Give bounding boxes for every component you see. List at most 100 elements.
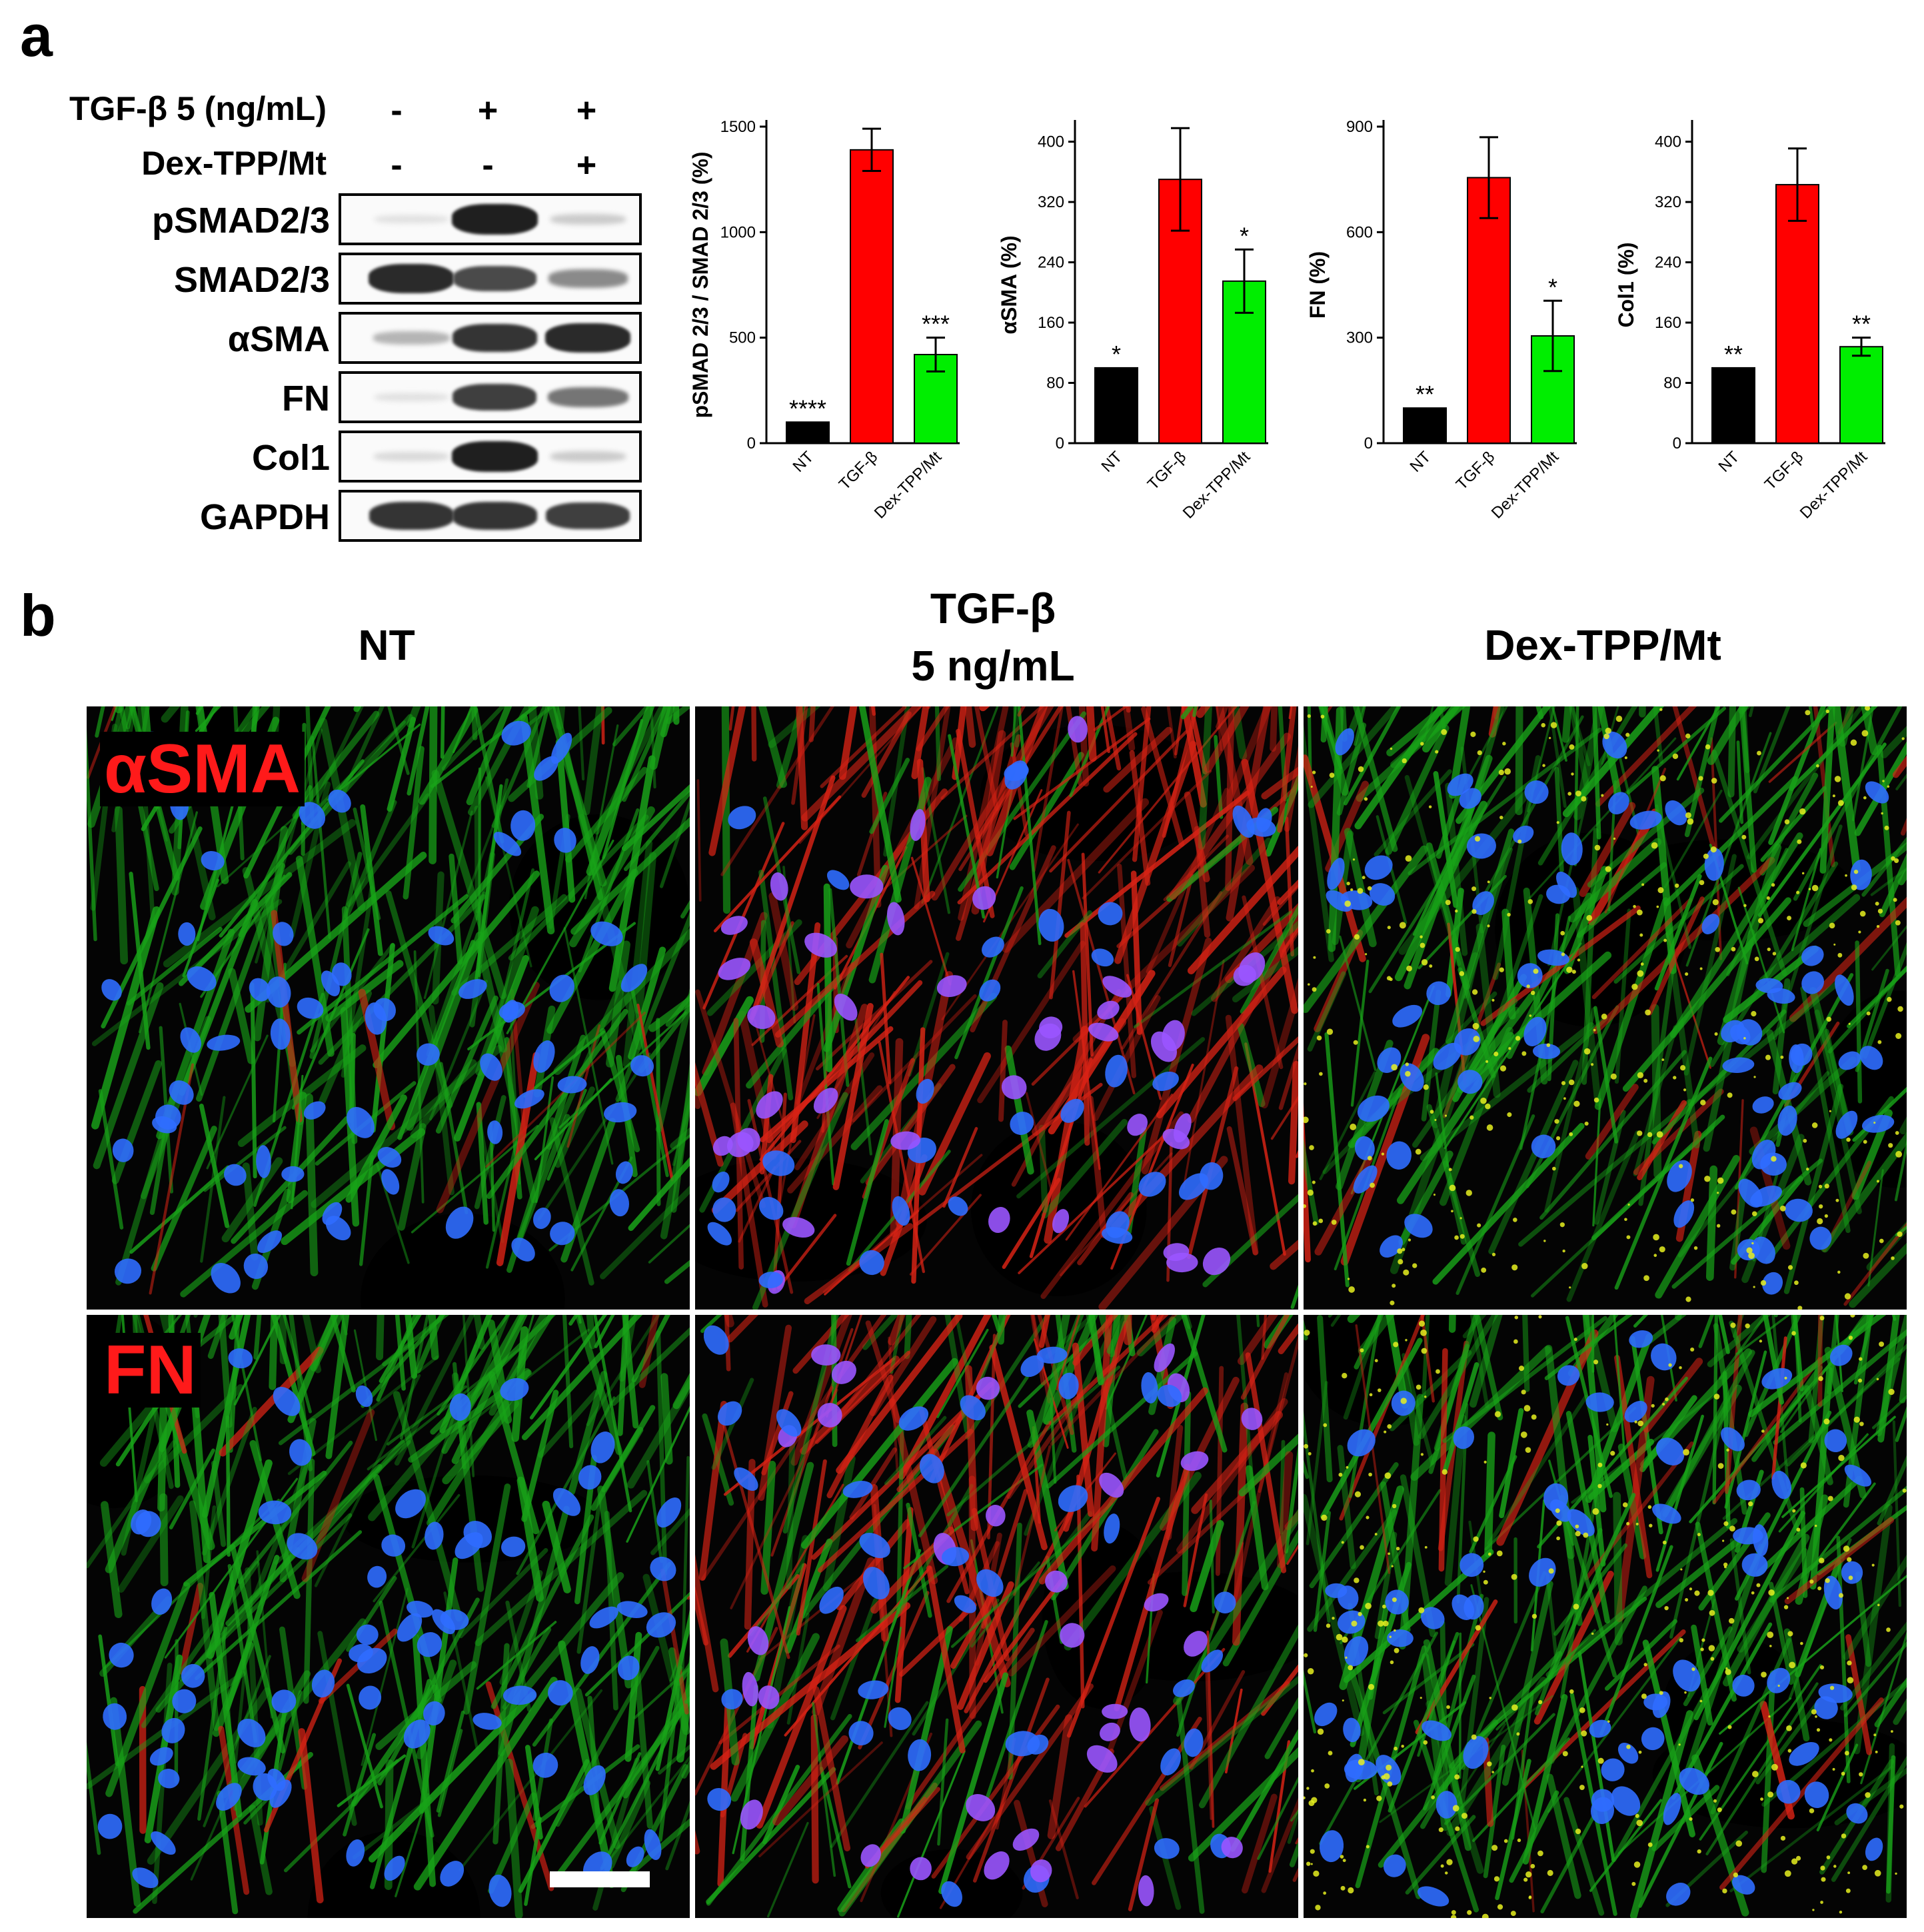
actin-fiber [305, 1093, 319, 1277]
actin-fiber [1350, 960, 1370, 1107]
particle-dot [1573, 1338, 1577, 1342]
particle-dot [1876, 1378, 1879, 1381]
particle-dot [1751, 1242, 1754, 1245]
nucleus [583, 1765, 606, 1795]
nucleus [976, 1376, 1000, 1400]
particle-dot [1499, 967, 1504, 972]
marker-fiber [926, 1565, 966, 1753]
marker-fiber [1637, 1100, 1687, 1180]
marker-fiber [1226, 1126, 1258, 1256]
actin-fiber [407, 706, 421, 728]
marker-fiber [660, 1568, 689, 1715]
particle-dot [1603, 733, 1609, 740]
actin-fiber [1488, 1060, 1579, 1255]
particle-dot [1893, 898, 1897, 902]
actin-fiber [1566, 1130, 1640, 1302]
nucleus [1844, 1464, 1871, 1487]
nucleus [1347, 1429, 1376, 1457]
actin-fiber [473, 706, 504, 844]
nucleus [954, 1595, 976, 1613]
actin-fiber [628, 946, 666, 1060]
particle-dot [1508, 1047, 1511, 1050]
marker-fiber [1845, 1634, 1872, 1755]
actin-fiber [664, 1260, 690, 1284]
nucleus [1804, 1781, 1829, 1809]
nucleus [1778, 1082, 1802, 1100]
panel-a-letter: a [20, 3, 53, 69]
actin-fiber [1563, 1797, 1605, 1916]
nucleus [1012, 1828, 1040, 1851]
actin-fiber [1614, 1056, 1713, 1290]
actin-fiber [441, 706, 506, 771]
actin-fiber [1655, 804, 1692, 949]
actin-fiber [159, 1493, 169, 1587]
particle-dot [1808, 888, 1811, 890]
actin-fiber [373, 1473, 442, 1703]
actin-fiber [1809, 987, 1854, 1136]
actin-fiber [487, 1319, 512, 1424]
marker-fiber [1049, 810, 1071, 1000]
nucleus [984, 1851, 1010, 1880]
actin-fiber [397, 940, 476, 1140]
actin-fiber [695, 996, 754, 1096]
actin-fiber [249, 1805, 273, 1895]
nucleus [112, 1138, 134, 1162]
actin-fiber [621, 784, 690, 852]
particle-dot [1554, 1119, 1559, 1124]
nucleus [549, 974, 575, 1002]
particle-dot [1473, 1536, 1479, 1542]
nucleus [1030, 1859, 1052, 1883]
particle-dot [1324, 1783, 1330, 1789]
particle-dot [1821, 1877, 1826, 1882]
nucleus [813, 1088, 838, 1114]
particle-dot [1679, 1637, 1683, 1643]
nucleus [289, 1439, 313, 1466]
actin-fiber [658, 1665, 683, 1842]
column-title-line2: 5 ng/mL [911, 642, 1075, 690]
significance-label: * [1240, 222, 1249, 249]
marker-fiber [730, 1388, 838, 1609]
particle-dot [1886, 1627, 1891, 1632]
nucleus [1343, 1717, 1361, 1743]
particle-dot [1679, 1164, 1683, 1168]
particle-dot [1680, 1568, 1683, 1571]
nucleus [1027, 1734, 1049, 1755]
actin-fiber [1711, 749, 1787, 976]
marker-fiber [898, 1602, 977, 1677]
nucleus [432, 1609, 456, 1635]
particle-dot [1780, 1055, 1784, 1059]
particle-dot [1444, 1114, 1447, 1117]
marker-fiber [995, 1737, 1016, 1830]
marker-fiber [749, 775, 836, 1020]
particle-dot [1864, 706, 1871, 711]
actin-fiber [1593, 1006, 1619, 1144]
particle-dot [1421, 959, 1428, 966]
y-tick-label: 0 [1364, 435, 1373, 453]
actin-fiber [1004, 1045, 1034, 1175]
actin-fiber [1423, 1639, 1471, 1851]
actin-fiber [426, 891, 486, 1057]
nucleus [440, 1861, 465, 1887]
y-tick-label: 400 [1038, 133, 1064, 151]
particle-dot [1817, 1586, 1822, 1591]
actin-fiber [1691, 1624, 1713, 1726]
particle-dot [1392, 1503, 1397, 1509]
particle-dot [1521, 1051, 1527, 1056]
particle-dot [1365, 953, 1368, 956]
particle-dot [1315, 1905, 1321, 1911]
particle-dot [1743, 1037, 1746, 1040]
particle-dot [1787, 916, 1792, 921]
particle-dot [1392, 1597, 1397, 1602]
actin-fiber [578, 808, 640, 973]
actin-fiber [570, 816, 690, 935]
actin-fiber [1191, 920, 1298, 1016]
particle-dot [1573, 1603, 1579, 1610]
nucleus [1010, 1112, 1034, 1135]
particle-dot [1713, 1394, 1720, 1400]
actin-fiber [1662, 1350, 1755, 1517]
actin-fiber [1783, 1628, 1810, 1742]
nucleus [557, 1076, 587, 1094]
actin-fiber [463, 1483, 511, 1715]
nucleus [367, 1565, 387, 1588]
actin-fiber [633, 1665, 690, 1719]
